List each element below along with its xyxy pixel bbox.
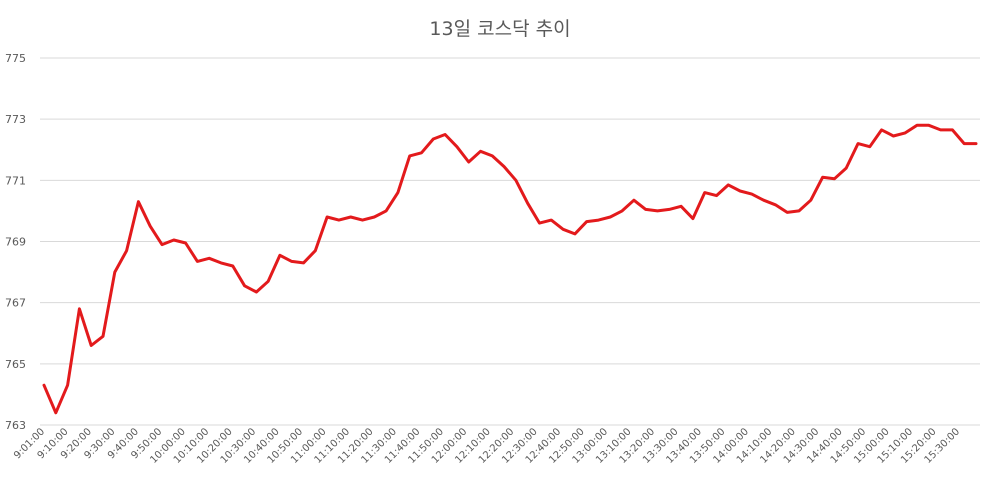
data-point	[774, 204, 776, 206]
data-point	[644, 208, 646, 210]
data-point	[751, 193, 753, 195]
data-point	[762, 199, 764, 201]
data-point	[350, 216, 352, 218]
data-point	[656, 210, 658, 212]
data-point	[633, 199, 635, 201]
data-point	[928, 124, 930, 126]
data-point	[232, 265, 234, 267]
data-point	[243, 285, 245, 287]
data-point	[680, 205, 682, 207]
data-point	[373, 216, 375, 218]
data-point	[503, 165, 505, 167]
data-point	[125, 249, 127, 251]
data-point	[597, 219, 599, 221]
data-point	[102, 335, 104, 337]
data-point	[420, 152, 422, 154]
y-tick-label: 769	[5, 236, 26, 249]
data-point	[939, 129, 941, 131]
data-point	[444, 133, 446, 135]
data-point	[857, 142, 859, 144]
gridlines	[40, 57, 980, 426]
data-point	[798, 210, 800, 212]
x-axis-ticks: 9:01:009:10:009:20:009:30:009:40:009:50:…	[12, 426, 962, 466]
y-tick-label: 763	[5, 419, 26, 432]
data-point	[149, 225, 151, 227]
data-point	[397, 191, 399, 193]
data-point	[821, 176, 823, 178]
data-point	[916, 124, 918, 126]
data-point	[833, 178, 835, 180]
data-point	[432, 138, 434, 140]
data-point	[468, 161, 470, 163]
data-point	[727, 184, 729, 186]
data-point	[114, 271, 116, 273]
y-tick-label: 765	[5, 358, 26, 371]
data-point	[845, 167, 847, 169]
chart-title: 13일 코스닥 추이	[429, 18, 571, 40]
data-point	[385, 210, 387, 212]
y-tick-label: 775	[5, 52, 26, 65]
data-point	[621, 210, 623, 212]
data-point	[585, 220, 587, 222]
data-point	[184, 242, 186, 244]
data-point	[255, 291, 257, 293]
data-point	[314, 249, 316, 251]
data-point	[137, 201, 139, 203]
data-point	[291, 260, 293, 262]
y-tick-label: 771	[5, 174, 26, 187]
data-point	[338, 219, 340, 221]
y-axis-ticks: 775 773 771 769 767 765 763	[5, 52, 26, 432]
data-point	[963, 142, 965, 144]
data-point	[562, 228, 564, 230]
data-point	[975, 142, 977, 144]
data-point	[267, 280, 269, 282]
data-point	[715, 194, 717, 196]
data-point	[526, 202, 528, 204]
data-point	[515, 179, 517, 181]
data-point	[326, 216, 328, 218]
data-point	[208, 257, 210, 259]
data-point	[43, 384, 45, 386]
data-point	[409, 155, 411, 157]
data-point	[173, 239, 175, 241]
data-point	[78, 308, 80, 310]
data-point	[279, 254, 281, 256]
data-point	[361, 219, 363, 221]
data-point	[456, 145, 458, 147]
data-point	[196, 260, 198, 262]
data-point	[220, 262, 222, 264]
data-point	[810, 199, 812, 201]
data-point	[892, 135, 894, 137]
series-line	[42, 123, 978, 415]
data-point	[479, 150, 481, 152]
data-point	[609, 216, 611, 218]
data-point	[491, 155, 493, 157]
data-point	[739, 190, 741, 192]
series-layer	[42, 123, 978, 415]
data-point	[786, 211, 788, 213]
data-point	[904, 132, 906, 134]
y-tick-label: 767	[5, 297, 26, 310]
data-point	[538, 222, 540, 224]
data-point	[55, 412, 57, 414]
data-point	[66, 384, 68, 386]
data-point	[703, 191, 705, 193]
data-point	[668, 208, 670, 210]
data-point	[869, 145, 871, 147]
y-tick-label: 773	[5, 113, 26, 126]
data-point	[692, 217, 694, 219]
data-point	[90, 344, 92, 346]
data-point	[161, 243, 163, 245]
data-point	[880, 129, 882, 131]
data-point	[550, 219, 552, 221]
data-point	[574, 233, 576, 235]
data-point	[951, 129, 953, 131]
data-point	[302, 262, 304, 264]
